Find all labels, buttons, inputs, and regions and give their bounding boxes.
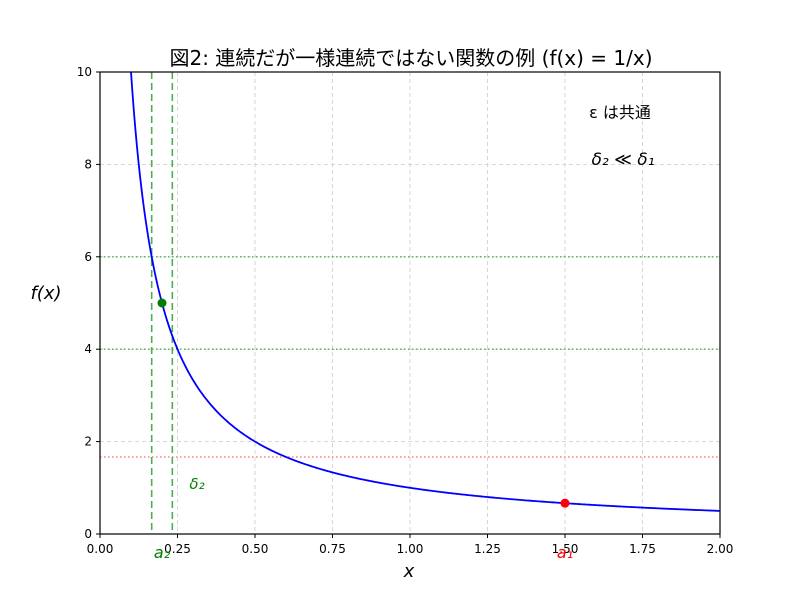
x-tick-label: 1.00 bbox=[397, 542, 424, 556]
epsilon-note: ε は共通 bbox=[589, 103, 651, 122]
x-tick-label: 1.75 bbox=[629, 542, 656, 556]
data-point bbox=[157, 298, 167, 308]
y-tick-label: 8 bbox=[84, 157, 92, 171]
y-tick-label: 6 bbox=[84, 250, 92, 264]
y-tick-label: 10 bbox=[77, 65, 92, 79]
x-tick-label: 1.50 bbox=[552, 542, 579, 556]
x-tick-label: 0.75 bbox=[319, 542, 346, 556]
y-tick-label: 4 bbox=[84, 342, 92, 356]
a2-label: a₂ bbox=[154, 543, 171, 562]
grid-lines bbox=[99, 71, 721, 535]
function-curve bbox=[130, 71, 721, 512]
x-tick-label: 0.00 bbox=[87, 542, 114, 556]
data-point bbox=[560, 498, 570, 508]
y-tick-label: 0 bbox=[84, 527, 92, 541]
a1-label: a₁ bbox=[557, 543, 573, 562]
x-tick-label: 2.00 bbox=[707, 542, 734, 556]
delta2-label: δ₂ bbox=[189, 475, 204, 493]
x-axis-label: x bbox=[403, 561, 415, 582]
delta-note: δ₂ ≪ δ₁ bbox=[591, 150, 654, 170]
x-tick-label: 0.25 bbox=[164, 542, 191, 556]
x-tick-label: 1.25 bbox=[474, 542, 501, 556]
chart-title: 図2: 連続だが一様連続ではない関数の例 (f(x) = 1/x) bbox=[169, 46, 653, 70]
y-tick-label: 2 bbox=[84, 435, 92, 449]
y-axis-label: f(x) bbox=[30, 283, 61, 304]
reference-lines bbox=[100, 72, 720, 534]
axis-ticks: 0.00 0.25 0.50 0.75 1.00 1.25 1.50 1.75 2.00 0 2 4 6… bbox=[77, 65, 734, 556]
x-tick-label: 0.50 bbox=[242, 542, 269, 556]
data-points bbox=[157, 298, 570, 508]
